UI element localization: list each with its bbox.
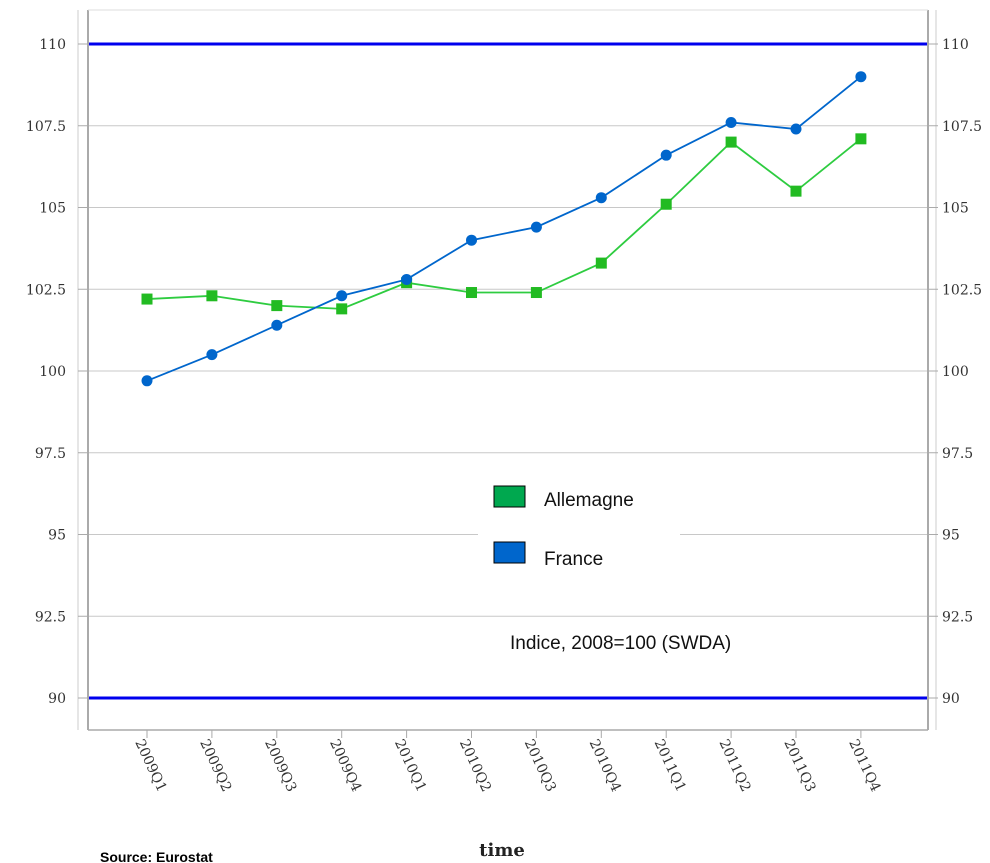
y-axis-left-ticks: 90 92.5 95 97.5 100 102.5 105 107.5 110 <box>26 37 88 707</box>
y-tick-label-right: 95 <box>942 528 960 544</box>
data-point-france <box>401 273 413 285</box>
data-point-france <box>725 116 737 128</box>
legend-swatch-allemagne <box>493 485 526 508</box>
y-axis-right-ticks: 90 92.5 95 97.5 100 102.5 105 107.5 110 <box>928 37 982 707</box>
y-tick-label-right: 105 <box>942 201 969 217</box>
legend: Allemagne France <box>478 470 680 582</box>
legend-swatch-france <box>493 541 526 564</box>
y-tick-label-right: 97.5 <box>942 446 973 462</box>
y-tick-label-left: 92.5 <box>35 609 66 625</box>
plot-frame <box>77 9 937 731</box>
y-tick-label-right: 100 <box>942 364 969 380</box>
data-point-allemagne <box>725 136 737 148</box>
data-point-france <box>141 375 153 387</box>
data-point-france <box>206 349 218 361</box>
y-tick-label-right: 92.5 <box>942 609 973 625</box>
y-tick-label-right: 90 <box>942 691 960 707</box>
y-tick-label-left: 95 <box>48 528 66 544</box>
gridlines <box>88 125 928 617</box>
series-line-allemagne <box>146 138 862 310</box>
data-point-allemagne <box>206 290 218 302</box>
y-tick-label-left: 90 <box>48 691 66 707</box>
data-point-allemagne <box>271 300 283 312</box>
data-point-allemagne <box>595 257 607 269</box>
y-tick-label-left: 107.5 <box>26 119 66 135</box>
y-tick-label-left: 102.5 <box>26 282 66 298</box>
data-point-allemagne <box>530 287 542 299</box>
reference-lines <box>88 42 928 700</box>
data-point-france <box>336 290 348 302</box>
y-tick-label-left: 100 <box>39 364 66 380</box>
data-point-france <box>660 149 672 161</box>
y-tick-label-right: 107.5 <box>942 119 982 135</box>
data-point-france <box>855 71 867 83</box>
legend-label-allemagne: Allemagne <box>544 490 634 511</box>
data-point-france <box>271 319 283 331</box>
x-axis-label: time <box>479 840 525 861</box>
chart-annotation: Indice, 2008=100 (SWDA) <box>510 633 731 654</box>
source-note: Source: Eurostat <box>100 849 213 863</box>
data-point-allemagne <box>855 133 867 145</box>
data-point-france <box>530 221 542 233</box>
y-tick-label-right: 110 <box>942 37 969 53</box>
data-point-allemagne <box>660 198 672 210</box>
y-tick-label-left: 97.5 <box>35 446 66 462</box>
data-point-france <box>790 123 802 135</box>
series-france <box>141 71 867 387</box>
y-tick-label-right: 102.5 <box>942 282 982 298</box>
series <box>141 71 867 387</box>
data-point-allemagne <box>790 185 802 197</box>
y-tick-label-left: 105 <box>39 201 66 217</box>
data-point-france <box>466 234 477 246</box>
data-point-allemagne <box>466 287 477 299</box>
legend-label-france: France <box>544 549 603 570</box>
y-tick-label-left: 110 <box>39 37 66 53</box>
data-point-france <box>595 192 607 204</box>
data-point-allemagne <box>141 293 153 305</box>
series-line-france <box>146 75 862 382</box>
data-point-allemagne <box>336 303 348 315</box>
